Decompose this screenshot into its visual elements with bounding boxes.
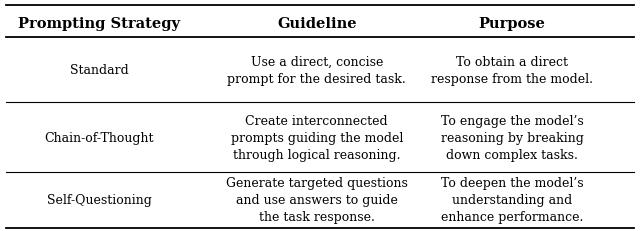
Text: Chain-of-Thought: Chain-of-Thought [44,131,154,144]
Text: To deepen the model’s
understanding and
enhance performance.: To deepen the model’s understanding and … [441,176,583,223]
Text: Standard: Standard [70,64,129,77]
Text: To engage the model’s
reasoning by breaking
down complex tasks.: To engage the model’s reasoning by break… [440,114,584,161]
Text: Create interconnected
prompts guiding the model
through logical reasoning.: Create interconnected prompts guiding th… [230,114,403,161]
Text: Purpose: Purpose [479,17,545,31]
Text: Generate targeted questions
and use answers to guide
the task response.: Generate targeted questions and use answ… [226,176,408,223]
Text: Use a direct, concise
prompt for the desired task.: Use a direct, concise prompt for the des… [227,55,406,85]
Text: Guideline: Guideline [277,17,356,31]
Text: Prompting Strategy: Prompting Strategy [18,17,180,31]
Text: Self-Questioning: Self-Questioning [47,193,152,206]
Text: To obtain a direct
response from the model.: To obtain a direct response from the mod… [431,55,593,85]
